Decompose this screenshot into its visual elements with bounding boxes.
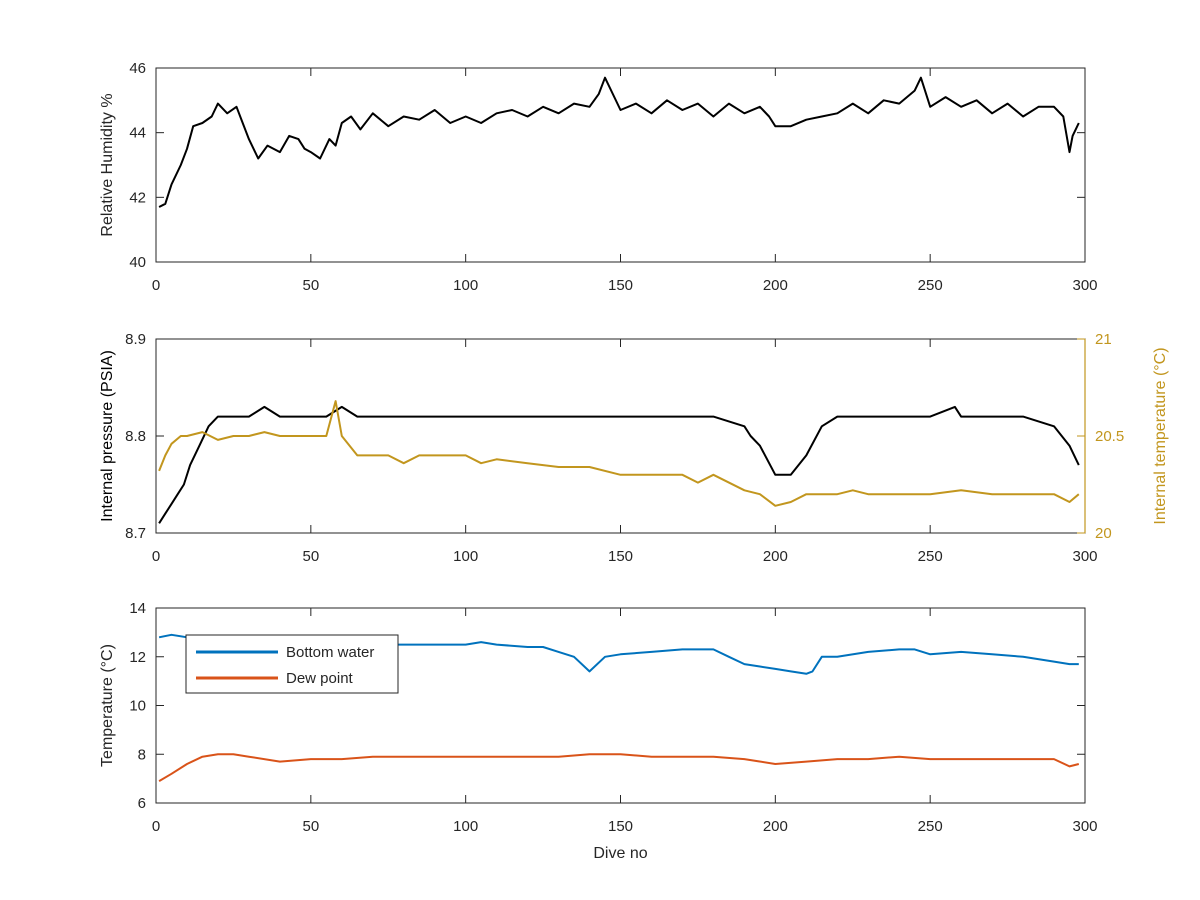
x-tick-label: 50 [302, 548, 319, 565]
x-tick-label: 250 [918, 818, 943, 835]
y-tick-label: 44 [129, 125, 146, 142]
y-tick-label: 8.9 [125, 331, 146, 348]
right-y-tick-label: 20 [1095, 525, 1112, 542]
x-tick-label: 50 [302, 277, 319, 294]
x-tick-label: 100 [453, 818, 478, 835]
y-tick-label: 8 [138, 746, 146, 763]
x-tick-label: 250 [918, 548, 943, 565]
x-tick-label: 200 [763, 277, 788, 294]
x-tick-label: 50 [302, 818, 319, 835]
x-tick-label: 150 [608, 548, 633, 565]
y-tick-label: 6 [138, 795, 146, 812]
legend-entry: Bottom water [286, 644, 374, 661]
x-axis-label: Dive no [593, 845, 647, 862]
y-axis-label: Internal pressure (PSIA) [99, 350, 116, 522]
right-y-tick-label: 21 [1095, 331, 1112, 348]
humidity-panel: 0 50 100 150 200 250 300 40 42 44 46 Relative Humid… [99, 60, 1098, 294]
y-tick-label: 8.8 [125, 428, 146, 445]
legend: Bottom water Dew point [185, 634, 399, 694]
series-line-1 [158, 400, 1080, 507]
x-tick-label: 300 [1072, 548, 1097, 565]
y-tick-label: 46 [129, 60, 146, 77]
x-tick-label: 250 [918, 277, 943, 294]
x-tick-label: 0 [152, 277, 160, 294]
x-tick-label: 300 [1072, 818, 1097, 835]
x-tick-label: 150 [608, 277, 633, 294]
x-tick-label: 200 [763, 818, 788, 835]
series-line-1 [158, 753, 1080, 782]
y-tick-label: 40 [129, 254, 146, 271]
x-tick-label: 100 [453, 548, 478, 565]
temperature-panel: 0 50 100 150 200 250 300 6 8 10 12 14 Temperature (°… [99, 600, 1098, 862]
right-y-axis-label: Internal temperature (°C) [1152, 347, 1169, 524]
x-tick-label: 200 [763, 548, 788, 565]
right-y-tick-label: 20.5 [1095, 428, 1124, 445]
y-tick-label: 8.7 [125, 525, 146, 542]
plot-area [155, 67, 1086, 263]
y-tick-label: 42 [129, 189, 146, 206]
y-axis-label: Relative Humidity % [99, 93, 116, 236]
x-tick-label: 0 [152, 818, 160, 835]
x-tick-label: 300 [1072, 277, 1097, 294]
y-axis-label: Temperature (°C) [99, 644, 116, 767]
x-tick-label: 150 [608, 818, 633, 835]
y-tick-label: 12 [129, 649, 146, 666]
y-tick-label: 14 [129, 600, 146, 617]
series-line-0 [158, 76, 1080, 208]
pressure-temperature-panel: 0 50 100 150 200 250 300 8.7 8.8 8.9 20 20.5 21 Inter… [99, 331, 1169, 565]
legend-entry: Dew point [286, 670, 354, 687]
x-tick-label: 0 [152, 548, 160, 565]
y-tick-label: 10 [129, 698, 146, 715]
legend-box [185, 634, 399, 694]
series-line-0 [158, 405, 1080, 524]
x-tick-label: 100 [453, 277, 478, 294]
